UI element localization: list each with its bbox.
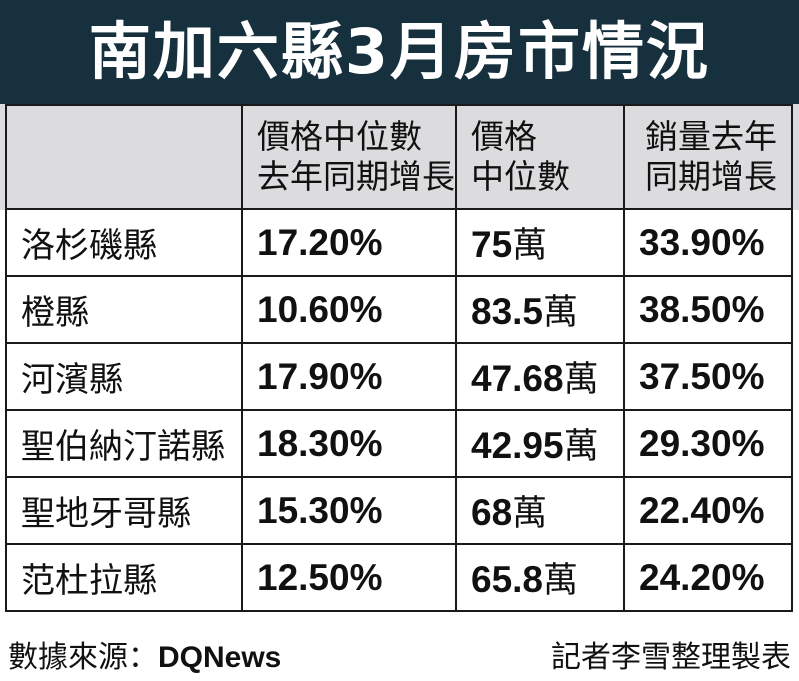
median-price-unit: 萬 (543, 561, 579, 601)
price-growth-cell: 17.90% (241, 342, 457, 411)
source-name: DQNews (158, 641, 282, 674)
header-price-growth-line2: 去年同期增長 (257, 157, 455, 196)
median-price-value: 42.95 (471, 425, 564, 466)
price-growth-cell: 18.30% (241, 409, 457, 478)
source-label: 數據來源： (8, 640, 158, 675)
median-price-cell: 68萬 (455, 476, 625, 545)
header-sales-growth-line1: 銷量去年 (645, 117, 777, 156)
header-price-growth: 價格中位數 去年同期增長 (241, 104, 457, 210)
median-price-unit: 萬 (512, 494, 548, 534)
header-median-price: 價格 中位數 (455, 104, 625, 210)
header-sales-growth: 銷量去年 同期增長 (623, 104, 793, 210)
median-price-unit: 萬 (512, 226, 548, 266)
median-price-unit: 萬 (543, 293, 579, 333)
median-price-cell: 47.68萬 (455, 342, 625, 411)
table-row: 河濱縣 17.90% 47.68萬 37.50% (5, 342, 793, 411)
median-price-value: 83.5 (471, 291, 544, 332)
sales-growth-cell: 37.50% (623, 342, 793, 411)
median-price-cell: 83.5萬 (455, 275, 625, 344)
county-cell: 范杜拉縣 (5, 543, 243, 612)
footer: 數據來源：DQNews 記者李雪整理製表 (0, 628, 799, 678)
price-growth-cell: 12.50% (241, 543, 457, 612)
table-row: 聖伯納汀諾縣 18.30% 42.95萬 29.30% (5, 409, 793, 478)
median-price-cell: 75萬 (455, 208, 625, 277)
median-price-value: 68 (471, 492, 513, 533)
table-header-row: 價格中位數 去年同期增長 價格 中位數 銷量去年 同期增長 (5, 104, 793, 210)
median-price-unit: 萬 (563, 427, 599, 467)
price-growth-cell: 15.30% (241, 476, 457, 545)
header-sales-growth-line2: 同期增長 (645, 157, 777, 196)
median-price-value: 75 (471, 224, 513, 265)
price-growth-cell: 10.60% (241, 275, 457, 344)
county-cell: 洛杉磯縣 (5, 208, 243, 277)
county-cell: 河濱縣 (5, 342, 243, 411)
data-source: 數據來源：DQNews (8, 632, 281, 676)
header-price-growth-line1: 價格中位數 (257, 117, 422, 156)
median-price-unit: 萬 (563, 360, 599, 400)
price-growth-cell: 17.20% (241, 208, 457, 277)
header-median-price-line1: 價格 (471, 117, 537, 156)
table-row: 聖地牙哥縣 15.30% 68萬 22.40% (5, 476, 793, 545)
county-cell: 聖伯納汀諾縣 (5, 409, 243, 478)
sales-growth-cell: 29.30% (623, 409, 793, 478)
sales-growth-cell: 33.90% (623, 208, 793, 277)
table-row: 橙縣 10.60% 83.5萬 38.50% (5, 275, 793, 344)
county-cell: 橙縣 (5, 275, 243, 344)
table-row: 范杜拉縣 12.50% 65.8萬 24.20% (5, 543, 793, 612)
median-price-cell: 42.95萬 (455, 409, 625, 478)
reporter-credit: 記者李雪整理製表 (551, 640, 791, 675)
header-median-price-line2: 中位數 (471, 157, 570, 196)
header-blank (5, 104, 243, 210)
housing-table: 價格中位數 去年同期增長 價格 中位數 銷量去年 同期增長 洛杉磯縣 17.20… (5, 104, 793, 612)
median-price-value: 65.8 (471, 559, 544, 600)
sales-growth-cell: 38.50% (623, 275, 793, 344)
page-title: 南加六縣3月房市情況 (0, 0, 799, 104)
sales-growth-cell: 22.40% (623, 476, 793, 545)
county-cell: 聖地牙哥縣 (5, 476, 243, 545)
median-price-cell: 65.8萬 (455, 543, 625, 612)
median-price-value: 47.68 (471, 358, 564, 399)
table-row: 洛杉磯縣 17.20% 75萬 33.90% (5, 208, 793, 277)
sales-growth-cell: 24.20% (623, 543, 793, 612)
